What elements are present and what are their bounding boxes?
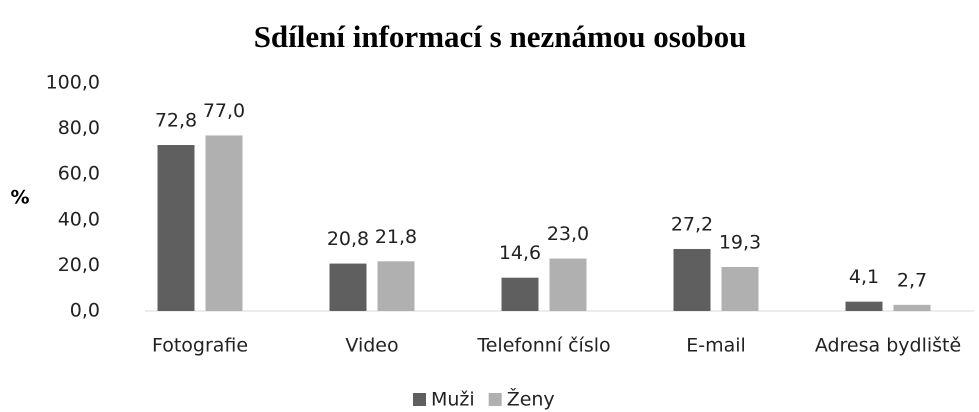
bar [721, 266, 759, 311]
x-tick-label: Telefonní číslo [476, 335, 610, 357]
bar [377, 261, 415, 311]
chart-title: Sdílení informací s neznámou osobou [254, 19, 747, 54]
value-label: 72,8 [155, 110, 197, 132]
value-label: 21,8 [375, 226, 417, 248]
x-tick-label: Video [345, 335, 398, 357]
legend-swatch [413, 393, 426, 406]
y-tick-label: 100,0 [46, 72, 100, 94]
x-tick-label: Fotografie [152, 335, 248, 357]
value-label: 19,3 [719, 231, 761, 253]
x-tick-label: Adresa bydliště [815, 335, 961, 357]
value-label: 14,6 [499, 242, 541, 264]
y-tick-label: 0,0 [70, 300, 100, 322]
y-tick-label: 80,0 [58, 117, 100, 139]
value-label: 20,8 [327, 228, 369, 250]
bar [329, 263, 367, 311]
legend-label: Ženy [507, 388, 555, 411]
value-label: 27,2 [671, 213, 713, 235]
bar [205, 135, 243, 311]
bar [673, 248, 711, 311]
y-axis-label: % [10, 187, 29, 209]
y-tick-label: 60,0 [58, 163, 100, 185]
legend-swatch [488, 393, 502, 406]
x-tick-label: E-mail [686, 335, 746, 357]
value-label: 4,1 [849, 266, 879, 288]
bar [893, 304, 931, 311]
y-tick-label: 20,0 [58, 254, 100, 276]
bar [157, 145, 195, 311]
value-label: 23,0 [547, 223, 589, 245]
value-label: 2,7 [897, 269, 927, 291]
bar [501, 277, 539, 311]
bar [845, 301, 883, 311]
legend-label: Muži [431, 389, 475, 411]
value-label: 77,0 [203, 100, 245, 122]
y-tick-label: 40,0 [58, 208, 100, 230]
bar [549, 258, 587, 311]
